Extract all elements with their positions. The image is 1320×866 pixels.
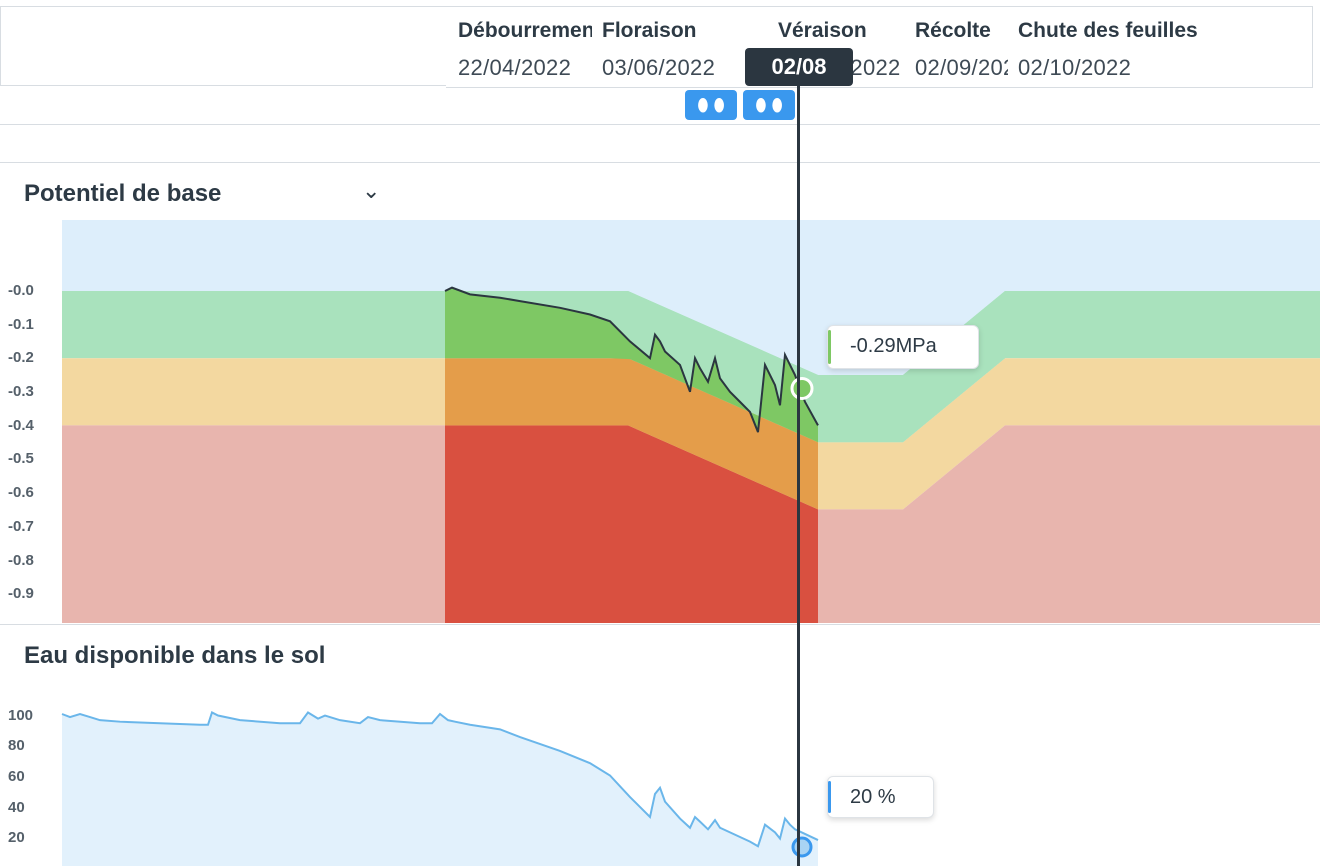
- y-tick-label: -0.9: [8, 585, 34, 602]
- y-tick-label: 20: [8, 829, 25, 846]
- water-drop-icon: ⬮ ⬮: [697, 95, 725, 115]
- zone-green-active: [445, 287, 818, 443]
- section-divider: [0, 624, 1320, 625]
- y-tick-label: 60: [8, 768, 25, 785]
- soil-water-current-point: [791, 836, 813, 858]
- tooltip-accent: [828, 781, 831, 813]
- potentiel-tooltip: -0.29MPa: [827, 325, 979, 369]
- zone-green-dip: [628, 291, 1005, 443]
- soil-water-tooltip: 20 %: [827, 776, 934, 818]
- y-tick-label: -0.3: [8, 383, 34, 400]
- tooltip-value: -0.29MPa: [850, 335, 937, 357]
- y-tick-label: -0.8: [8, 552, 34, 569]
- tooltip-accent: [828, 330, 831, 364]
- phenology-stage-floraison[interactable]: Floraison 03/06/2022: [592, 6, 769, 88]
- chart-title-eau-disponible: Eau disponible dans le sol: [24, 642, 326, 669]
- phenology-stage-debourrement[interactable]: Débourrement 22/04/2022: [446, 6, 593, 88]
- zone-red-active: [445, 425, 818, 623]
- phenology-stage-name: Débourrement: [458, 19, 593, 42]
- date-cursor-label: 02/08: [745, 48, 853, 86]
- phenology-stage-date: /2022: [844, 55, 901, 80]
- phenology-stage-chute-des-feuilles[interactable]: Chute des feuilles 02/10/2022: [1008, 6, 1313, 88]
- water-drop-icon: ⬮ ⬮: [755, 95, 783, 115]
- y-tick-label: -0.1: [8, 316, 34, 333]
- y-tick-label: -0.7: [8, 518, 34, 535]
- y-tick-label: -0.5: [8, 450, 34, 467]
- y-tick-label: -0.4: [8, 417, 34, 434]
- phenology-stage-name: Chute des feuilles: [1018, 19, 1198, 42]
- chevron-down-icon[interactable]: ⌄: [362, 178, 381, 203]
- potentiel-current-point: [790, 376, 814, 400]
- soil-water-series-line: [61, 711, 819, 848]
- row-divider: [0, 124, 1320, 125]
- y-tick-label: 100: [8, 707, 34, 724]
- y-tick-label: 40: [8, 799, 25, 816]
- irrigation-badge[interactable]: ⬮ ⬮: [685, 90, 737, 120]
- phenology-stage-name: Véraison: [778, 19, 867, 42]
- phenology-stage-name: Récolte: [915, 19, 991, 42]
- phenology-stage-date: 22/04/2022: [458, 55, 572, 80]
- tooltip-value: 20 %: [850, 786, 896, 808]
- potentiel-series-line: [444, 286, 819, 433]
- phenology-stage-date: 03/06/2022: [602, 55, 716, 80]
- soil-water-area: [62, 712, 818, 866]
- phenology-stage-name: Floraison: [602, 19, 697, 42]
- y-tick-label: -0.0: [8, 282, 34, 299]
- phenology-stage-date: 02/10/2022: [1018, 55, 1132, 80]
- row-divider: [0, 162, 1320, 163]
- y-tick-label: -0.6: [8, 484, 34, 501]
- y-tick-label: -0.2: [8, 349, 34, 366]
- y-tick-label: 80: [8, 737, 25, 754]
- zone-comfort-upper: [62, 220, 1320, 291]
- timeline-header-spacer: [0, 6, 446, 86]
- irrigation-badge[interactable]: ⬮ ⬮: [743, 90, 795, 120]
- zone-orange-active: [445, 358, 818, 510]
- chart-title-potentiel: Potentiel de base: [24, 180, 222, 207]
- date-cursor-line[interactable]: [797, 60, 800, 866]
- phenology-stage-date: 02/09/2022: [915, 55, 1008, 80]
